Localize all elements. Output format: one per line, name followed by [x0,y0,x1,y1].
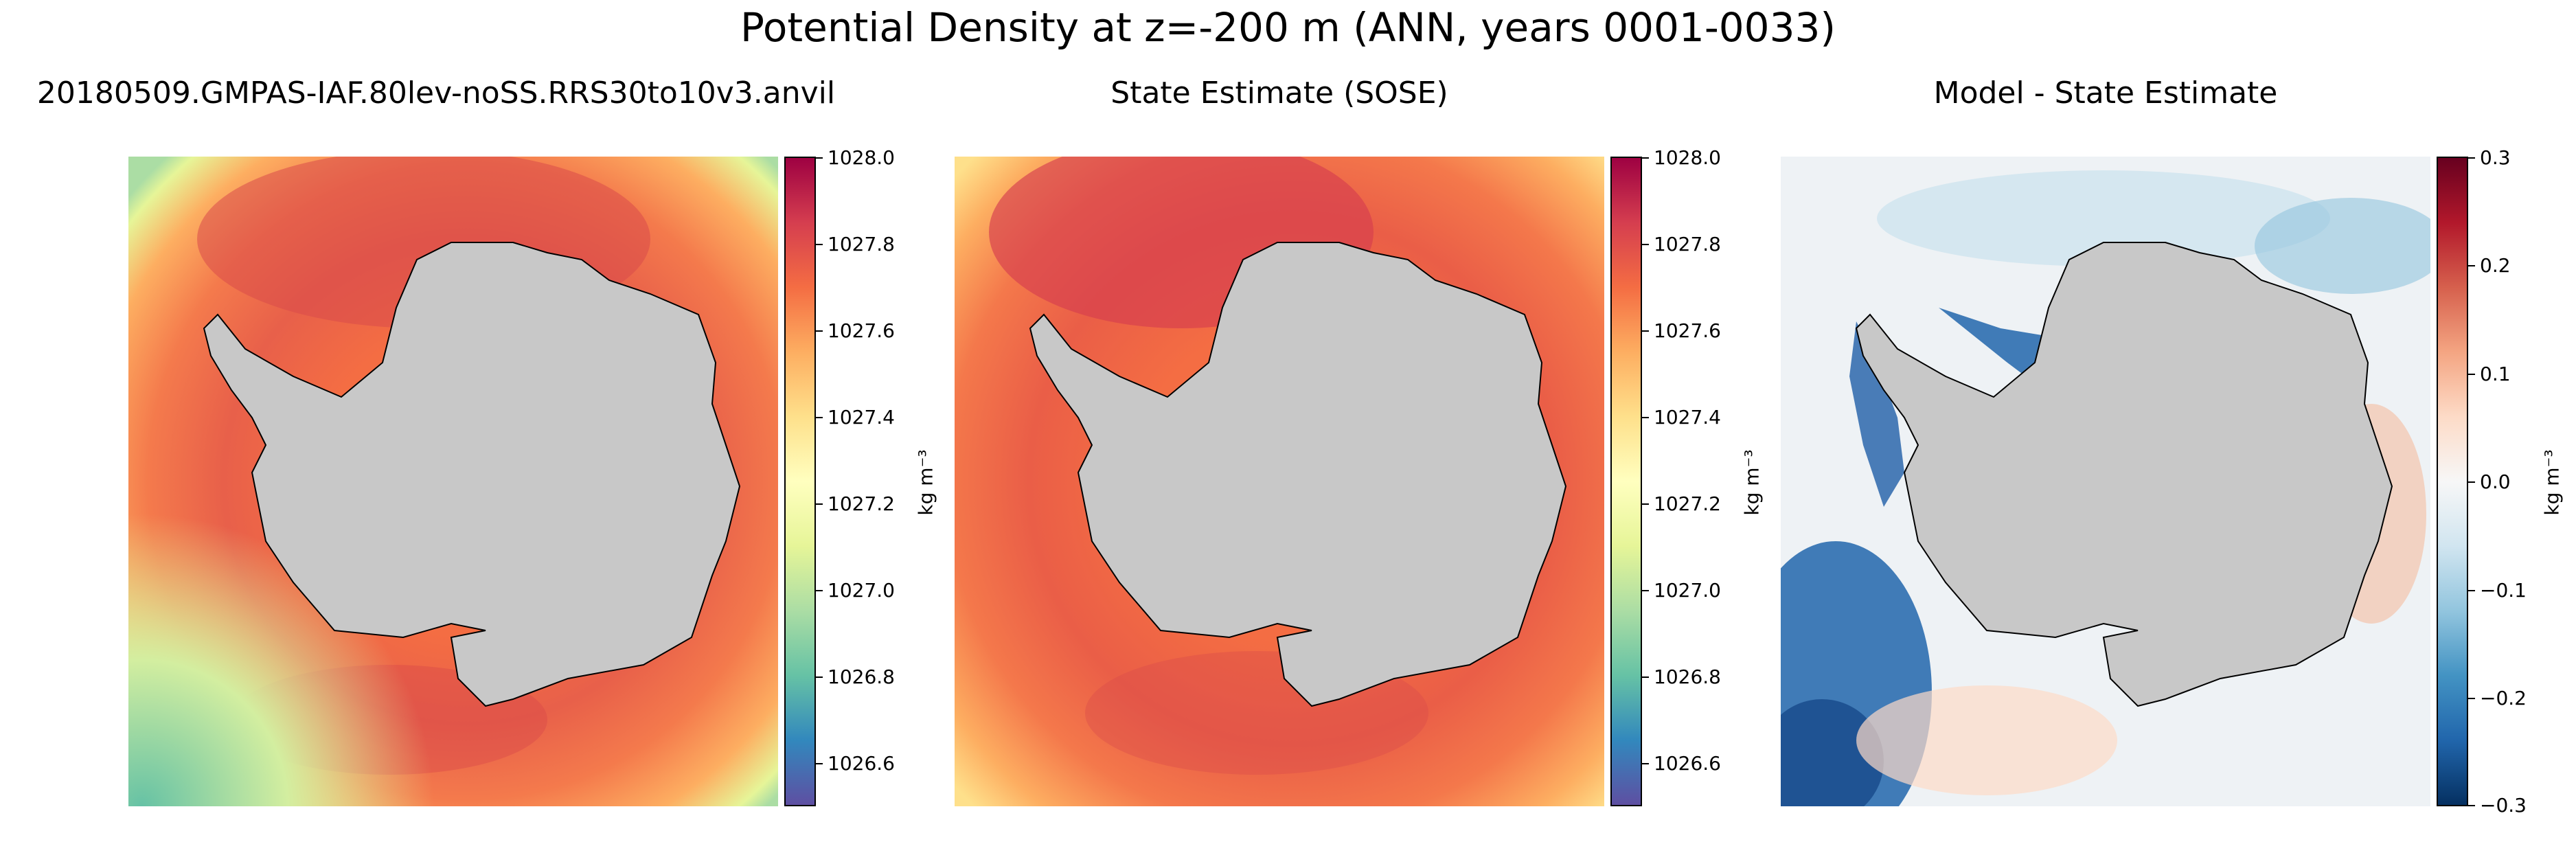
panel-title: Model - State Estimate [1933,76,2278,111]
colorbar-tick: 1027.4 [1654,406,1721,429]
colorbar-tick: 0.1 [2480,363,2511,385]
colorbar-tick: 0.2 [2480,254,2511,277]
antarctica-landmass [1855,242,2393,707]
colorbar [784,157,816,806]
panel-title: State Estimate (SOSE) [1110,76,1448,111]
colorbar-tick: 1027.8 [1654,233,1721,255]
colorbar-tick: 1027.0 [828,579,895,602]
colorbar-tick: 1027.8 [828,233,895,255]
density-map [955,157,1604,806]
density-map [128,157,778,806]
colorbar-tick: 1028.0 [828,146,895,169]
colorbar-tick: 1027.4 [828,406,895,429]
colorbar-tick: 1027.2 [828,492,895,515]
colorbar-tick: 1028.0 [1654,146,1721,169]
colorbar-tick: −0.1 [2480,579,2527,602]
antarctica-landmass [1029,242,1567,707]
colorbar [2437,157,2468,806]
colorbar-tick: 1026.6 [1654,752,1721,775]
colorbar-tick: 1027.6 [828,319,895,342]
antarctica-landmass [203,242,741,707]
colorbar-tick: 1027.6 [1654,319,1721,342]
colorbar-tick: 1026.8 [1654,666,1721,688]
colorbar-tick: −0.3 [2480,794,2527,817]
colorbar-tick: 1027.2 [1654,492,1721,515]
figure-suptitle: Potential Density at z=-200 m (ANN, year… [740,4,1836,51]
colorbar-unit-label: kg m⁻³ [1740,449,1764,516]
colorbar-tick: 0.0 [2480,470,2511,493]
colorbar-tick: −0.2 [2480,687,2527,709]
colorbar-tick: 1026.6 [828,752,895,775]
colorbar-unit-label: kg m⁻³ [2540,449,2564,516]
difference-map [1781,157,2430,806]
colorbar-tick: 0.3 [2480,146,2511,169]
colorbar [1610,157,1642,806]
panel-title: 20180509.GMPAS-IAF.80lev-noSS.RRS30to10v… [36,76,836,111]
colorbar-tick: 1027.0 [1654,579,1721,602]
colorbar-unit-label: kg m⁻³ [914,449,937,516]
colorbar-tick: 1026.8 [828,666,895,688]
